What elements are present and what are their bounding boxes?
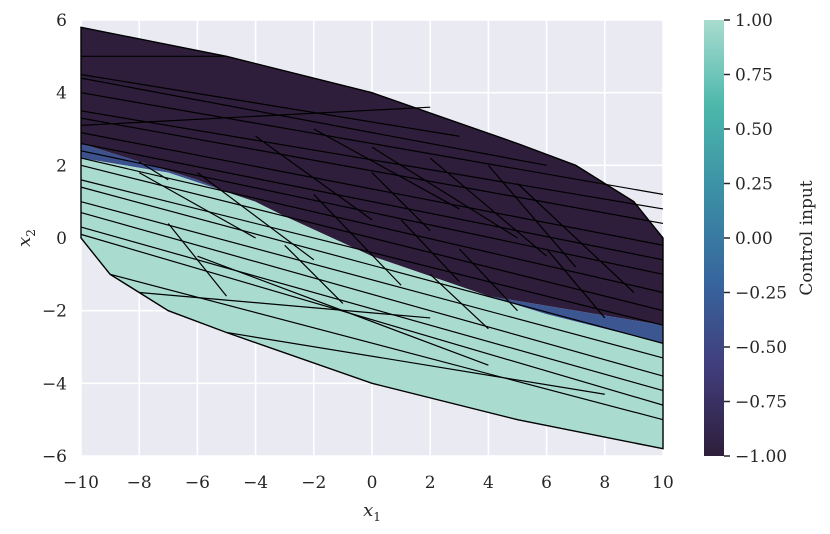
boundary-line-27 [429, 157, 547, 257]
boundary-line-3 [80, 92, 664, 195]
y-tick-label: −6 [42, 447, 67, 467]
y-tick-label: 4 [56, 84, 67, 104]
boundary-line-33 [400, 219, 460, 283]
boundary-line-20 [226, 331, 605, 395]
x-tick-label: −6 [185, 473, 210, 493]
x-tick-label: −8 [127, 473, 152, 493]
x-tick-label: 2 [425, 473, 436, 493]
boundary-line-34 [517, 183, 635, 293]
boundary-line-15 [80, 211, 664, 377]
feasible-region-outline [80, 26, 664, 450]
boundary-line-35 [371, 172, 431, 232]
boundary-line-37 [167, 223, 227, 297]
boundary-line-17 [80, 233, 664, 406]
x-tick-label: −2 [301, 473, 326, 493]
boundary-line-4 [80, 110, 664, 210]
boundary-line-32 [284, 244, 344, 304]
boundary-line-1 [80, 73, 460, 137]
boundary-line-25 [313, 128, 460, 210]
y-axis-label: x2 [14, 229, 38, 247]
colorbar-label: Control input [797, 180, 817, 295]
boundary-line-23 [197, 172, 315, 261]
boundary-line-13 [80, 186, 664, 344]
x-tick-label: 4 [483, 473, 494, 493]
boundary-line-11 [80, 164, 664, 312]
boundary-line-22 [138, 172, 256, 239]
boundary-line-6 [80, 106, 431, 126]
boundary-line-2 [80, 77, 547, 166]
boundary-line-38 [429, 273, 489, 330]
x-tick-label: 0 [367, 473, 378, 493]
boundary-line-12 [80, 179, 664, 326]
colorbar [704, 20, 724, 456]
x-tick-label: 6 [541, 473, 552, 493]
boundary-line-28 [487, 164, 577, 268]
boundary-line-30 [546, 248, 606, 319]
colorbar-tick-label: 0.50 [735, 120, 773, 140]
colorbar-tick-label: 0.75 [735, 66, 773, 86]
boundary-line-29 [458, 248, 518, 312]
x-axis-label: x1 [363, 500, 381, 524]
colorbar-tick-label: 0.00 [735, 229, 773, 249]
colorbar-tick-label: −1.00 [735, 447, 787, 467]
colorbar-tick-label: −0.75 [735, 393, 787, 413]
region-3 [81, 158, 663, 449]
boundary-line-5 [80, 117, 664, 225]
y-tick-label: 6 [56, 11, 67, 31]
region-boundaries [80, 55, 664, 421]
x-tick-label: 8 [599, 473, 610, 493]
boundary-line-31 [313, 193, 402, 286]
boundary-line-7 [80, 132, 664, 246]
boundary-line-14 [80, 201, 664, 359]
colorbar-tick-label: 0.25 [735, 175, 773, 195]
colorbar-tick-label: −0.50 [735, 338, 787, 358]
boundary-line-24 [255, 135, 373, 221]
boundary-line-8 [80, 142, 664, 261]
colorbar-ticks: 1.00 0.75 0.50 0.25 0.00 −0.25 −0.50 −0.75 −1.00 [724, 11, 787, 467]
x-tick-label: −10 [63, 473, 99, 493]
colorbar-tick-label: −0.25 [735, 284, 787, 304]
boundary-line-19 [139, 291, 431, 319]
region-0 [81, 27, 663, 326]
x-tick-label: −4 [243, 473, 268, 493]
boundary-line-26 [371, 146, 518, 239]
y-tick-label: −2 [42, 302, 67, 322]
y-tick-label: 0 [56, 229, 67, 249]
y-tick-label: −4 [42, 374, 67, 394]
boundary-line-10 [80, 157, 664, 294]
y-tick-label: 2 [56, 156, 67, 176]
boundary-line-9 [80, 150, 664, 275]
boundary-line-16 [80, 226, 664, 392]
colorbar-tick-label: 1.00 [735, 11, 773, 31]
boundary-line-21 [197, 255, 489, 366]
x-tick-labels: −10 −8 −6 −4 −2 0 2 4 6 8 10 [63, 473, 674, 493]
x-tick-label: 10 [652, 473, 674, 493]
boundary-line-36 [138, 161, 169, 181]
y-tick-labels: −6 −4 −2 0 2 4 6 [42, 11, 67, 467]
